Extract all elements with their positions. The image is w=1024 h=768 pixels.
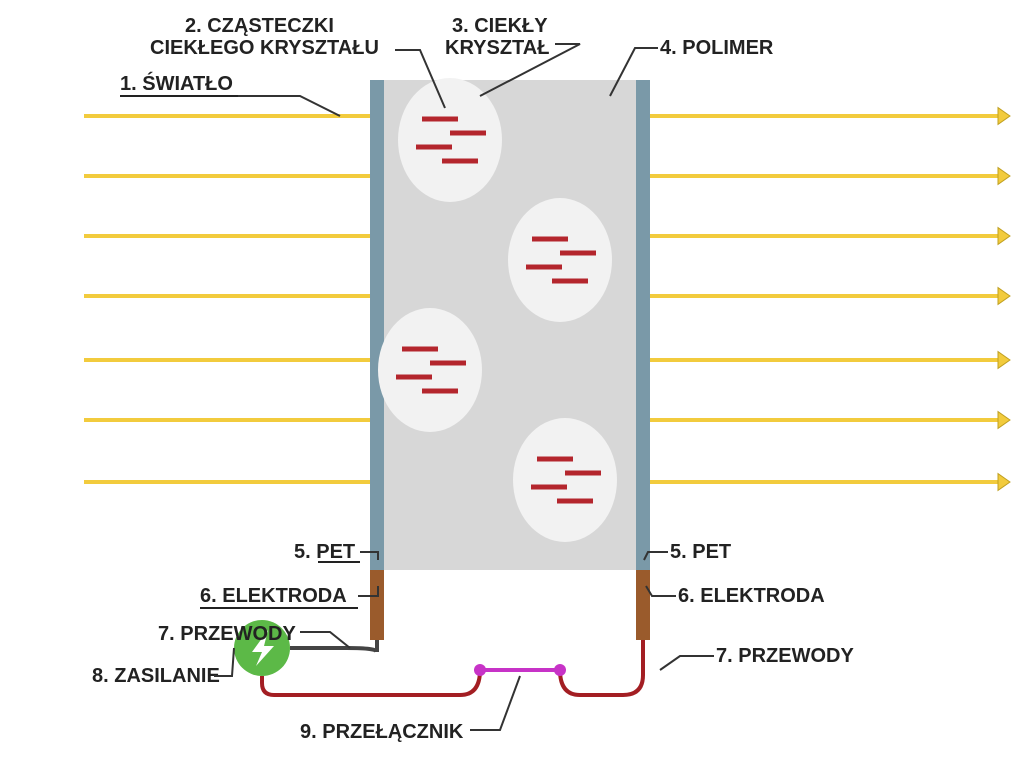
lc-particle — [537, 457, 573, 462]
lc-particle — [565, 471, 601, 476]
pet-left — [370, 80, 384, 570]
svg-text:9. PRZEŁĄCZNIK: 9. PRZEŁĄCZNIK — [300, 721, 464, 743]
lc-particle — [396, 375, 432, 380]
lc-particle — [560, 251, 596, 256]
svg-text:6. ELEKTRODA: 6. ELEKTRODA — [678, 585, 825, 607]
svg-text:1. ŚWIATŁO: 1. ŚWIATŁO — [120, 71, 233, 95]
lc-droplet — [508, 198, 612, 322]
lc-particle — [430, 361, 466, 366]
svg-text:CIEKŁEGO KRYSZTAŁU: CIEKŁEGO KRYSZTAŁU — [150, 37, 379, 59]
lc-particle — [532, 237, 568, 242]
lc-particle — [450, 131, 486, 136]
svg-text:7. PRZEWODY: 7. PRZEWODY — [716, 645, 854, 667]
svg-text:7. PRZEWODY: 7. PRZEWODY — [158, 623, 296, 645]
lc-particle — [552, 279, 588, 284]
svg-text:KRYSZTAŁ: KRYSZTAŁ — [445, 37, 549, 59]
svg-text:5. PET: 5. PET — [670, 541, 731, 563]
svg-text:3. CIEKŁY: 3. CIEKŁY — [452, 15, 548, 37]
lc-particle — [422, 389, 458, 394]
lc-particle — [526, 265, 562, 270]
lc-droplet — [398, 78, 502, 202]
svg-text:6. ELEKTRODA: 6. ELEKTRODA — [200, 585, 347, 607]
lc-droplet — [513, 418, 617, 542]
svg-text:8. ZASILANIE: 8. ZASILANIE — [92, 665, 220, 687]
lc-particle — [442, 159, 478, 164]
svg-text:2. CZĄSTECZKI: 2. CZĄSTECZKI — [185, 15, 334, 37]
lc-particle — [557, 499, 593, 504]
svg-text:5. PET: 5. PET — [294, 541, 355, 563]
electrode-right — [636, 570, 650, 640]
pet-right — [636, 80, 650, 570]
svg-text:4. POLIMER: 4. POLIMER — [660, 37, 774, 59]
lc-droplet — [378, 308, 482, 432]
lc-particle — [422, 117, 458, 122]
electrode-left — [370, 570, 384, 640]
lc-particle — [416, 145, 452, 150]
lc-particle — [402, 347, 438, 352]
lc-particle — [531, 485, 567, 490]
